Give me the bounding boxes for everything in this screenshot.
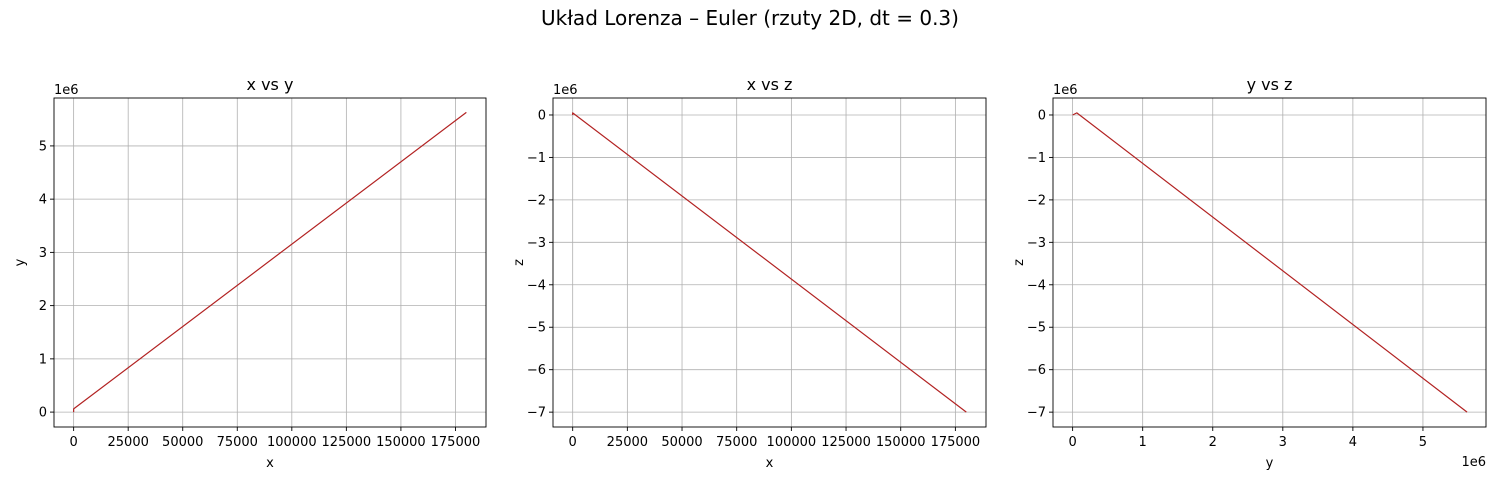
x-tick-label: 3 xyxy=(1279,435,1287,450)
y-tick-label: −7 xyxy=(527,406,546,421)
x-tick-label: 175000 xyxy=(431,435,481,450)
x-tick-label: 75000 xyxy=(716,435,757,450)
x-tick-label: 150000 xyxy=(376,435,426,450)
y-offset-text: 1e6 xyxy=(54,83,79,98)
y-tick-label: −1 xyxy=(1027,151,1046,166)
x-tick-label: 25000 xyxy=(607,435,648,450)
x-axis-label: x xyxy=(766,456,774,471)
y-axis-label: z xyxy=(1012,259,1027,266)
x-tick-label: 100000 xyxy=(767,435,817,450)
x-tick-label: 50000 xyxy=(162,435,203,450)
x-tick-label: 125000 xyxy=(322,435,372,450)
y-tick-label: −5 xyxy=(527,321,546,336)
y-tick-label: −4 xyxy=(527,278,546,293)
y-axis-label: y xyxy=(13,258,28,266)
y-tick-label: −3 xyxy=(527,236,546,251)
x-axis-label: x xyxy=(266,456,274,471)
axes-frame xyxy=(53,97,487,428)
x-tick-label: 125000 xyxy=(821,435,871,450)
y-tick-label: 0 xyxy=(1038,108,1046,123)
y-tick-label: −6 xyxy=(1027,363,1046,378)
series-line xyxy=(1072,112,1468,413)
x-tick-label: 0 xyxy=(69,435,77,450)
y-tick-label: −2 xyxy=(527,193,546,208)
y-tick-label: −7 xyxy=(1027,406,1046,421)
x-tick-label: 5 xyxy=(1419,435,1427,450)
series-line xyxy=(73,111,467,413)
y-offset-text: 1e6 xyxy=(1053,83,1078,98)
x-tick-label: 0 xyxy=(569,435,577,450)
subplot-title: x vs y xyxy=(247,75,294,94)
y-tick-label: 1 xyxy=(39,352,47,367)
x-tick-label: 75000 xyxy=(217,435,258,450)
x-tick-label: 1 xyxy=(1139,435,1147,450)
y-axis-label: z xyxy=(512,259,527,266)
x-tick-label: 2 xyxy=(1209,435,1217,450)
x-offset-text: 1e6 xyxy=(1461,455,1486,470)
subplot-title: x vs z xyxy=(747,75,793,94)
series-line xyxy=(572,112,967,413)
subplot-2: 0 25000 50000 75000 100000 125000 150000 175000… xyxy=(512,75,987,471)
axes-frame xyxy=(1052,97,1487,428)
x-axis-label: y xyxy=(1266,456,1274,471)
x-tick-label: 100000 xyxy=(267,435,317,450)
y-tick-label: 0 xyxy=(39,406,47,421)
y-offset-text: 1e6 xyxy=(553,83,578,98)
y-tick-label: −4 xyxy=(1027,278,1046,293)
y-tick-label: 2 xyxy=(39,299,47,314)
subplot-1: 0 25000 50000 75000 100000 125000 150000 175000… xyxy=(13,75,487,471)
y-tick-label: 5 xyxy=(39,139,47,154)
x-tick-label: 150000 xyxy=(876,435,926,450)
x-tick-label: 4 xyxy=(1349,435,1357,450)
x-tick-label: 25000 xyxy=(108,435,149,450)
y-tick-label: −2 xyxy=(1027,193,1046,208)
axes-frame xyxy=(552,97,987,428)
subplot-title: y vs z xyxy=(1247,75,1293,94)
y-tick-label: −1 xyxy=(527,151,546,166)
x-tick-label: 175000 xyxy=(931,435,981,450)
y-tick-label: −3 xyxy=(1027,236,1046,251)
y-tick-label: 4 xyxy=(39,193,47,208)
y-tick-label: −6 xyxy=(527,363,546,378)
y-tick-label: 0 xyxy=(538,108,546,123)
subplot-3: 0 1 2 3 4 5 0 −1 −2 −3 −4 −5 −6 −7 1e6 1e6 y vs z y z xyxy=(1012,75,1487,471)
y-tick-label: −5 xyxy=(1027,321,1046,336)
x-tick-label: 50000 xyxy=(661,435,702,450)
y-tick-label: 3 xyxy=(39,246,47,261)
x-tick-label: 0 xyxy=(1068,435,1076,450)
figure-suptitle: Układ Lorenza – Euler (rzuty 2D, dt = 0.… xyxy=(541,6,959,30)
